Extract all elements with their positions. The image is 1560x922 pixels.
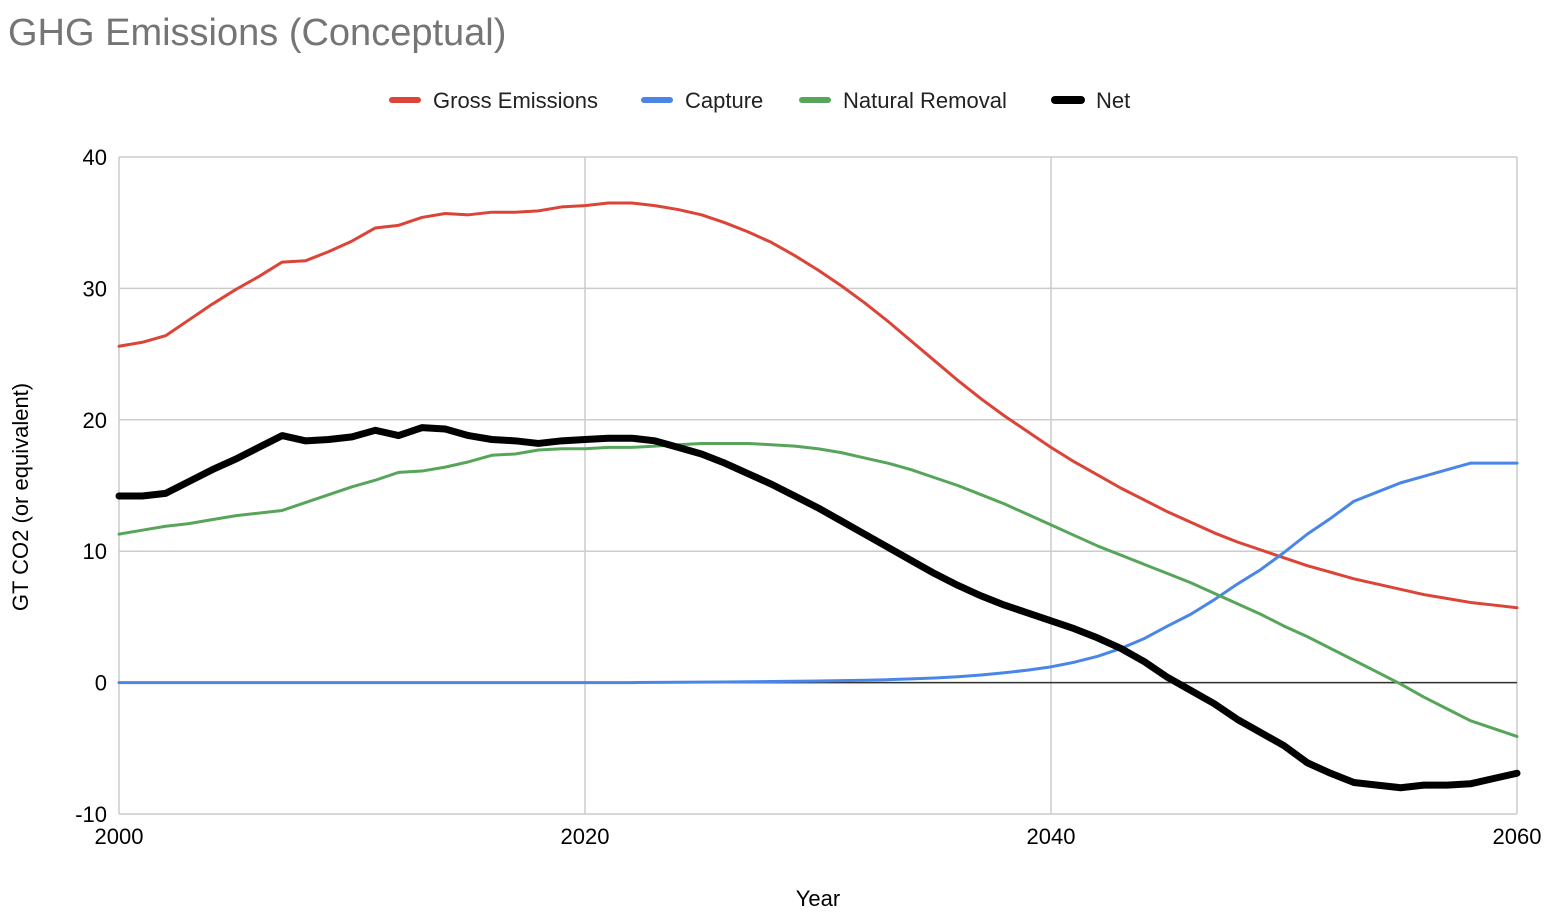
legend-label-capture: Capture: [685, 88, 763, 113]
y-axis-ticks: -10 0 10 20 30 40: [75, 145, 107, 827]
x-axis-ticks: 2000 2020 2040 2060: [95, 824, 1542, 849]
y-tick-label: -10: [75, 802, 107, 827]
series-line-gross-emissions: [117, 201, 1519, 610]
y-tick-label: 40: [83, 145, 107, 170]
y-tick-label: 20: [83, 408, 107, 433]
series-line-capture: [117, 461, 1519, 685]
y-tick-label: 10: [83, 539, 107, 564]
x-tick-label: 2040: [1027, 824, 1076, 849]
grid: [118, 156, 1518, 815]
x-axis-title: Year: [796, 886, 840, 911]
y-tick-label: 0: [95, 671, 107, 696]
series-lines: [115, 201, 1521, 792]
y-axis-title: GT CO2 (or equivalent): [8, 383, 33, 611]
series-line-net: [115, 424, 1521, 792]
series-line-natural-removal: [117, 441, 1519, 738]
x-tick-label: 2000: [95, 824, 144, 849]
legend-label-net: Net: [1096, 88, 1130, 113]
legend-label-gross-emissions: Gross Emissions: [433, 88, 598, 113]
legend-label-natural-removal: Natural Removal: [843, 88, 1007, 113]
x-tick-label: 2060: [1493, 824, 1542, 849]
y-tick-label: 30: [83, 276, 107, 301]
legend: Gross Emissions Capture Natural Removal Net: [389, 88, 1130, 113]
x-tick-label: 2020: [561, 824, 610, 849]
chart-title: GHG Emissions (Conceptual): [8, 12, 507, 54]
